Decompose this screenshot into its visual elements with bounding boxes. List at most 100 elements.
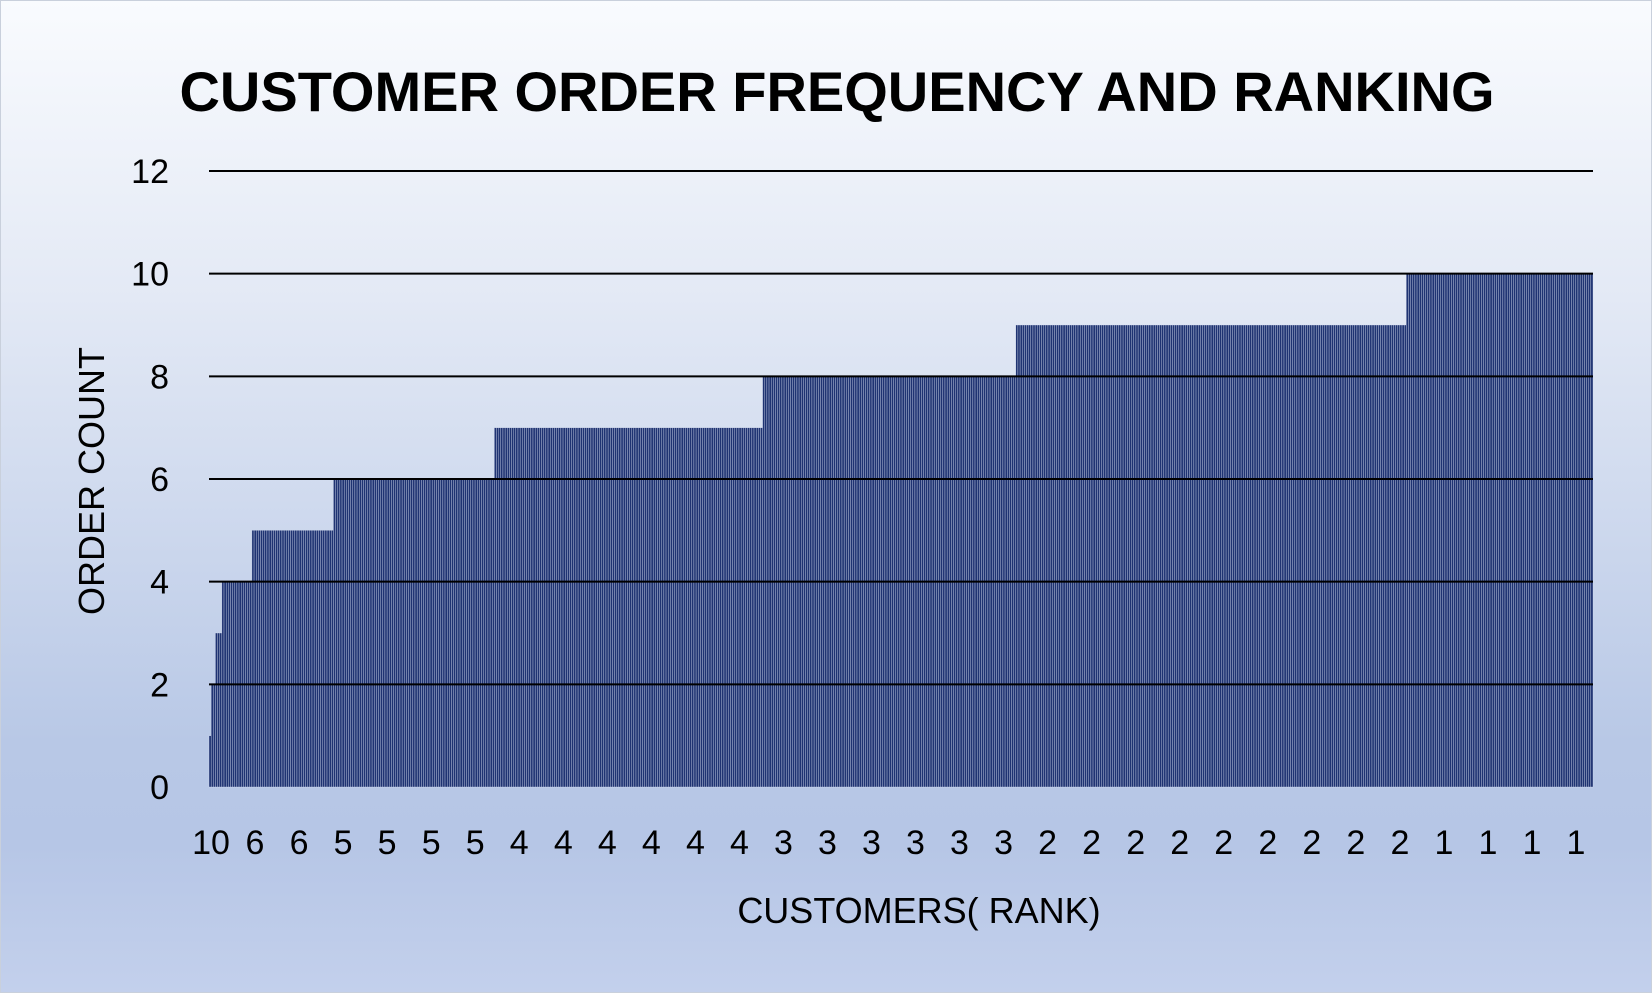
bar [524, 427, 527, 788]
bar [1208, 324, 1212, 788]
bar [1530, 273, 1534, 788]
bar [1524, 273, 1527, 788]
bar [1131, 324, 1134, 788]
bar [513, 427, 517, 788]
bar [1180, 324, 1184, 788]
bar [1549, 273, 1553, 788]
bar [547, 427, 551, 788]
bar [1567, 273, 1570, 788]
bar [1182, 324, 1186, 788]
x-axis-label: CUSTOMERS( RANK) [737, 890, 1100, 931]
bar [1423, 273, 1426, 788]
bar [1258, 324, 1261, 788]
bar [1210, 324, 1214, 788]
bar [1522, 273, 1525, 788]
x-tick-label: 4 [730, 824, 749, 862]
bar [451, 478, 454, 788]
bar [1376, 324, 1379, 788]
x-tick-label: 2 [1214, 824, 1233, 862]
bar [610, 427, 613, 788]
bar [721, 427, 725, 788]
bar [1281, 324, 1285, 788]
bar [644, 427, 647, 788]
bar [1305, 324, 1308, 788]
bar [1129, 324, 1132, 788]
bar [316, 530, 319, 788]
bar [717, 427, 720, 788]
bar [1573, 273, 1577, 788]
bar [539, 427, 542, 788]
x-tick-label: 5 [334, 824, 353, 862]
bar [1064, 324, 1068, 788]
bar [470, 478, 474, 788]
bar [1292, 324, 1295, 788]
bar [1425, 273, 1428, 788]
bar [1060, 324, 1064, 788]
bar [1506, 273, 1510, 788]
bar [1137, 324, 1141, 788]
bar [298, 530, 302, 788]
bar [1273, 324, 1276, 788]
bar [1277, 324, 1280, 788]
x-tick-label: 5 [466, 824, 485, 862]
bar [1024, 324, 1027, 788]
bar [1095, 324, 1098, 788]
bar [1238, 324, 1242, 788]
bar [543, 427, 547, 788]
bar [447, 478, 450, 788]
bar [1230, 324, 1233, 788]
bar [567, 427, 570, 788]
bar [674, 427, 677, 788]
bar [1206, 324, 1210, 788]
bar [397, 478, 401, 788]
bar [1195, 324, 1199, 788]
bar [1453, 273, 1456, 788]
bar [213, 684, 216, 788]
bar [710, 427, 714, 788]
bar [1288, 324, 1291, 788]
bar [459, 478, 463, 788]
bar [554, 427, 557, 788]
bar [1157, 324, 1160, 788]
bar [1105, 324, 1109, 788]
bar [1416, 273, 1420, 788]
bar [519, 427, 523, 788]
bar [1348, 324, 1351, 788]
bar [275, 530, 278, 788]
bar [753, 427, 757, 788]
bar [629, 427, 632, 788]
bar [1107, 324, 1111, 788]
x-tick-label: 2 [1346, 824, 1365, 862]
bar [1122, 324, 1126, 788]
bar [361, 478, 364, 788]
bar [1358, 324, 1362, 788]
bar [378, 478, 381, 788]
bar [1067, 324, 1070, 788]
bar [1071, 324, 1074, 788]
bar [408, 478, 411, 788]
bar [1470, 273, 1474, 788]
bar [1438, 273, 1441, 788]
bar [532, 427, 536, 788]
bar [614, 427, 617, 788]
bar [1172, 324, 1175, 788]
bar [1056, 324, 1059, 788]
bar [607, 427, 611, 788]
y-tick-label: 10 [131, 256, 169, 294]
bar [1401, 324, 1405, 788]
bar [1262, 324, 1265, 788]
bar [219, 632, 223, 788]
bar [425, 478, 429, 788]
bar [1320, 324, 1323, 788]
bar [1142, 324, 1145, 788]
bar [751, 427, 755, 788]
y-tick-label: 0 [150, 769, 169, 807]
bar [1223, 324, 1227, 788]
bar [414, 478, 418, 788]
bar [661, 427, 665, 788]
bar [1545, 273, 1549, 788]
bar [365, 478, 368, 788]
bar [363, 478, 366, 788]
bar [627, 427, 630, 788]
